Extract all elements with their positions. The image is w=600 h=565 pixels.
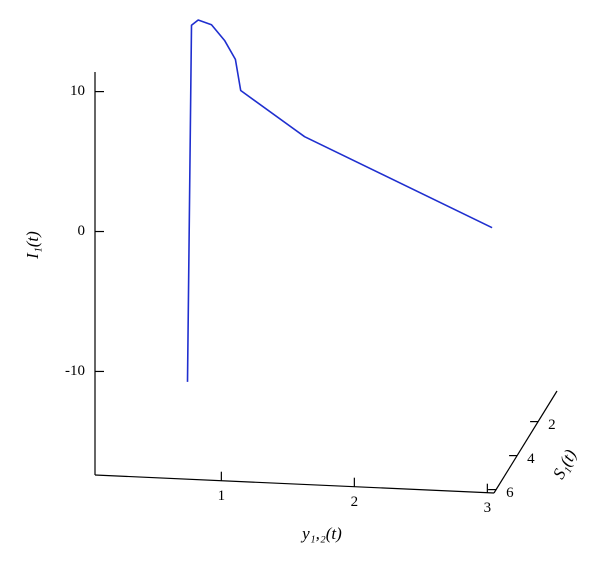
- x-tick-label: 1: [218, 488, 226, 504]
- z-tick-label: -10: [65, 363, 85, 379]
- z-tick-label: 10: [70, 83, 85, 99]
- z-axis-label: I₁(t): [23, 231, 42, 260]
- y-axis-label: S₁(t): [549, 446, 580, 482]
- y-axis: [493, 390, 558, 494]
- y-tick-label: 2: [548, 417, 556, 433]
- x-tick-label: 2: [351, 494, 359, 510]
- x-tick-label: 3: [484, 500, 492, 516]
- y-tick-label: 6: [506, 485, 514, 501]
- y-tick-label: 4: [527, 451, 535, 467]
- x-axis-label: y₁,₂(t): [300, 524, 342, 543]
- series-line: [186, 19, 493, 382]
- x-axis: [94, 474, 495, 494]
- z-tick-label: 0: [78, 223, 86, 239]
